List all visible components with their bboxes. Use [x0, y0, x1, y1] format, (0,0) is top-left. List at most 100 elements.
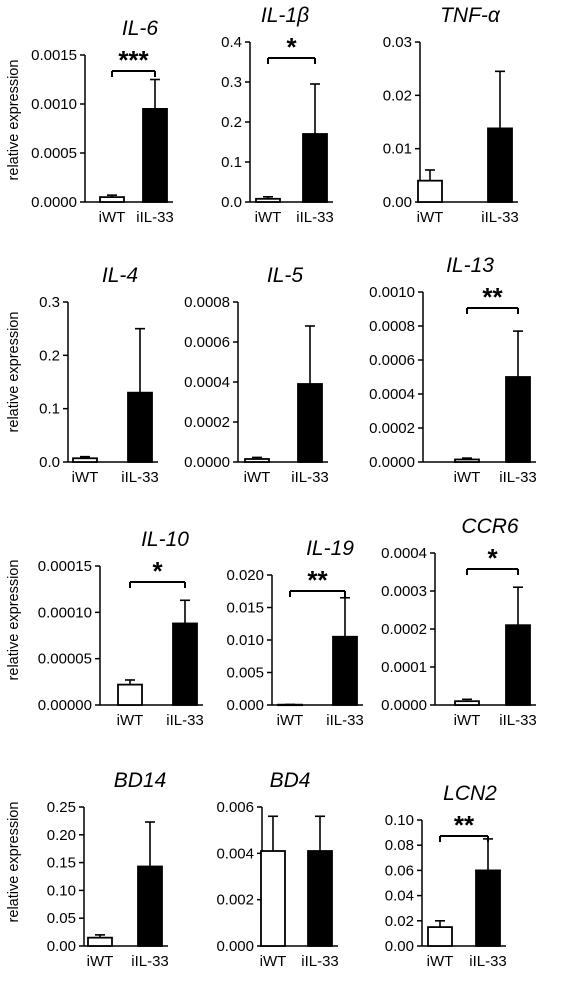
y-tick-label: 0.0004: [381, 545, 427, 562]
y-axis-label-row-2: relative expression: [6, 312, 22, 433]
y-tick-label: 0.005: [226, 665, 264, 682]
y-axis-label-row-3: relative expression: [6, 560, 22, 681]
chart-title: BD4: [270, 769, 311, 792]
bar-iwt: [72, 457, 98, 463]
x-category-label: iIL-33: [301, 953, 339, 970]
x-category-label: iIL-33: [291, 469, 329, 486]
x-category-label: iWT: [117, 712, 144, 729]
y-tick-label: 0.0: [221, 194, 242, 211]
y-tick-label: 0.0002: [184, 414, 230, 431]
y-tick-label: 0.03: [383, 34, 412, 51]
chart-panel-5: IL-5 0.0000 0.0002 0.0004 0.0006 0.0008 iWT iIL…: [184, 264, 329, 486]
x-category-label: iWT: [99, 209, 126, 226]
x-category-label: iIL-33: [131, 953, 169, 970]
y-axis-label-row-4: relative expression: [6, 802, 22, 923]
x-category-label: iIL-33: [499, 712, 537, 729]
chart-panel-1: IL-6 0.0000 0.0005 0.0010 0.0015 iWT iIL-33 ***: [31, 17, 174, 226]
y-tick-label: 0.10: [385, 812, 414, 829]
x-category-label: iWT: [454, 712, 481, 729]
bar-iwt: [99, 196, 125, 203]
bar-iil-33: [505, 376, 531, 463]
x-category-label: iIL-33: [469, 953, 507, 970]
y-tick-label: 0.020: [226, 567, 264, 584]
bar-iwt: [454, 700, 480, 706]
y-tick-label: 0.00000: [38, 697, 92, 714]
chart-panel-3: TNF-α 0.00 0.01 0.02 0.03 iWT iIL-33: [383, 4, 519, 226]
y-tick-label: 0.0000: [369, 454, 415, 471]
bar-iil-33: [332, 635, 358, 706]
bar-iwt: [255, 197, 281, 203]
bar-iil-33: [297, 383, 323, 463]
y-tick-label: 0.0008: [369, 318, 415, 335]
y-tick-label: 0.002: [216, 892, 254, 909]
x-category-label: iWT: [454, 469, 481, 486]
chart-title: IL-10: [141, 528, 189, 551]
y-tick-label: 0.3: [221, 74, 242, 91]
bar-iwt: [427, 926, 453, 947]
bar-iil-33: [307, 850, 333, 947]
bar-iil-33: [127, 391, 153, 463]
y-tick-label: 0.0001: [381, 659, 427, 676]
chart-panel-12: LCN2 0.00 0.02 0.04 0.06 0.08 0.10 iWT iIL-33 **: [385, 782, 507, 970]
bar-iil-33: [487, 127, 513, 203]
y-tick-label: 0.00015: [38, 558, 92, 575]
chart-panel-4: IL-4 0.0 0.1 0.2 0.3 iWT iIL-33: [39, 264, 159, 486]
y-tick-label: 0.010: [226, 632, 264, 649]
significance-marker: *: [152, 556, 163, 586]
chart-panel-10: BD14 0.00 0.05 0.10 0.15 0.20 0.25 iWT iIL-33: [47, 769, 169, 970]
y-tick-label: 0.1: [221, 154, 242, 171]
bar-iwt: [260, 850, 286, 947]
chart-title: TNF-α: [440, 4, 501, 27]
x-category-label: iWT: [255, 209, 282, 226]
y-tick-label: 0.0010: [369, 284, 415, 301]
chart-title: IL-5: [267, 264, 304, 287]
x-category-label: iIL-33: [326, 712, 364, 729]
y-tick-label: 0.0: [39, 454, 60, 471]
bar-iil-33: [505, 624, 531, 706]
chart-title: IL-4: [102, 264, 138, 287]
y-tick-label: 0.02: [383, 87, 412, 104]
x-category-label: iIL-33: [499, 469, 537, 486]
y-tick-label: 0.0006: [369, 352, 415, 369]
y-tick-label: 0.004: [216, 845, 254, 862]
y-tick-label: 0.15: [47, 855, 76, 872]
y-tick-label: 0.000: [216, 938, 254, 955]
significance-marker: *: [286, 32, 297, 62]
x-category-label: iIL-33: [121, 469, 159, 486]
y-tick-label: 0.08: [385, 837, 414, 854]
y-tick-label: 0.02: [385, 913, 414, 930]
y-tick-label: 0.0000: [31, 194, 77, 211]
chart-panel-8: IL-19 0.000 0.005 0.010 0.015 0.020 iWT iIL-33 *…: [226, 537, 363, 729]
significance-marker: ***: [118, 45, 149, 75]
chart-title: BD14: [114, 769, 167, 792]
chart-title: IL-1β: [261, 4, 309, 27]
y-axis-label-row-1: relative expression: [6, 60, 22, 181]
y-tick-label: 0.00: [47, 938, 76, 955]
bar-iwt: [244, 458, 270, 463]
x-category-label: iWT: [244, 469, 271, 486]
chart-panel-11: BD4 0.000 0.002 0.004 0.006 iWT iIL-33: [216, 769, 338, 970]
x-category-label: iWT: [87, 953, 114, 970]
bar-iwt: [117, 683, 143, 706]
y-tick-label: 0.006: [216, 799, 254, 816]
y-tick-label: 0.00005: [38, 651, 92, 668]
y-tick-label: 0.0008: [184, 294, 230, 311]
bar-iwt: [417, 179, 443, 203]
y-tick-label: 0.0003: [381, 583, 427, 600]
y-tick-label: 0.10: [47, 882, 76, 899]
bar-iil-33: [475, 869, 501, 947]
bar-iwt: [454, 458, 480, 463]
x-category-label: iWT: [277, 712, 304, 729]
y-tick-label: 0.00: [383, 194, 412, 211]
significance-marker: **: [307, 565, 328, 595]
chart-title: IL-6: [122, 17, 159, 40]
y-tick-label: 0.0005: [31, 145, 77, 162]
chart-panel-2: IL-1β 0.0 0.1 0.2 0.3 0.4 iWT iIL-33 *: [221, 4, 334, 226]
y-tick-label: 0.015: [226, 600, 264, 617]
y-tick-label: 0.00010: [38, 604, 92, 621]
y-tick-label: 0.0004: [369, 386, 415, 403]
x-category-label: iWT: [427, 953, 454, 970]
y-tick-label: 0.2: [39, 347, 60, 364]
